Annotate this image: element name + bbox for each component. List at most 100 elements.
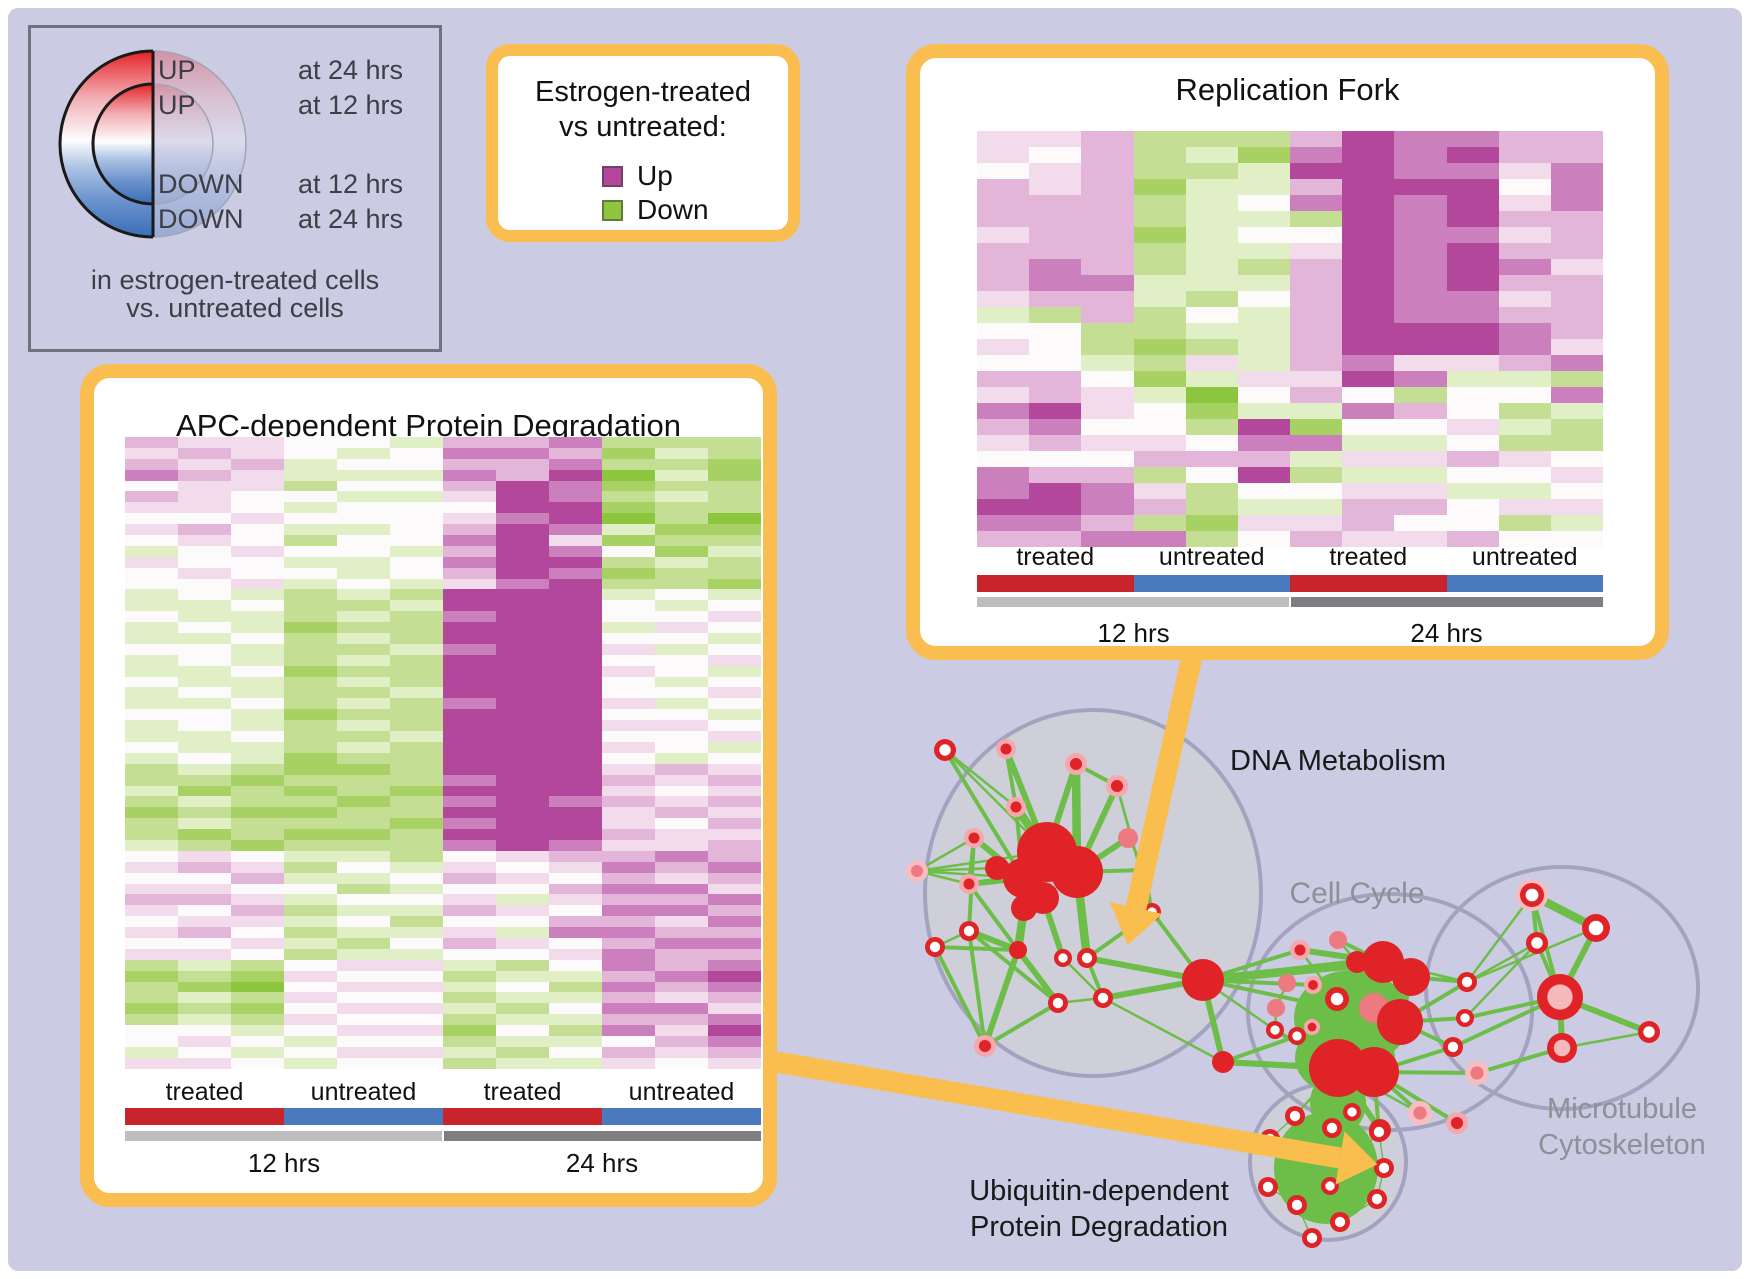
heatmap-cell bbox=[231, 992, 284, 1004]
heatmap-cell bbox=[1081, 275, 1134, 291]
heatmap-cell bbox=[284, 665, 337, 677]
heatmap-cell bbox=[1185, 243, 1238, 259]
heatmap-row bbox=[125, 1014, 761, 1026]
heatmap-row bbox=[125, 861, 761, 873]
heatmap-cell bbox=[443, 491, 496, 503]
heatmap-cell bbox=[1498, 499, 1551, 515]
heatmap-cell bbox=[337, 676, 390, 688]
heatmap-cell bbox=[125, 698, 178, 710]
heatmap-cell bbox=[284, 458, 337, 470]
color-key-label: Up bbox=[637, 160, 673, 191]
heatmap-cell bbox=[655, 839, 708, 851]
heatmap-cell bbox=[178, 513, 231, 525]
heatmap-cell bbox=[390, 992, 443, 1004]
up-down-color-key: Estrogen-treated vs untreated: Up Down bbox=[486, 44, 800, 242]
heatmap-cell bbox=[284, 556, 337, 568]
heatmap-cell bbox=[1498, 307, 1551, 323]
heatmap-cell bbox=[496, 1046, 549, 1058]
heatmap-cell bbox=[390, 741, 443, 753]
heatmap-cell bbox=[1498, 259, 1551, 275]
heatmap-cell bbox=[125, 589, 178, 601]
heatmap-cell bbox=[1237, 355, 1291, 371]
heatmap-cell bbox=[549, 611, 602, 623]
heatmap-cell bbox=[708, 752, 761, 764]
heatmap-cell bbox=[125, 839, 178, 851]
heatmap-cell bbox=[1342, 163, 1395, 179]
heatmap-row bbox=[977, 499, 1604, 515]
heatmap-cell bbox=[1394, 227, 1447, 243]
heatmap-cell bbox=[1029, 243, 1082, 259]
heatmap-cell bbox=[1446, 531, 1499, 547]
heatmap-cell bbox=[1081, 131, 1134, 147]
heatmap-row bbox=[125, 872, 761, 884]
heatmap-cell bbox=[1290, 387, 1343, 403]
heatmap-cell bbox=[231, 872, 284, 884]
apc-treatment-labels: treated untreated treated untreated bbox=[125, 1078, 761, 1107]
heatmap-cell bbox=[1185, 483, 1238, 499]
heatmap-cell bbox=[1081, 371, 1134, 387]
heatmap-cell bbox=[1237, 259, 1291, 275]
heatmap-cell bbox=[284, 480, 337, 492]
heatmap-cell bbox=[125, 927, 178, 938]
treatment-group-bar bbox=[284, 1108, 443, 1125]
heatmap-cell bbox=[284, 437, 337, 448]
heatmap-cell bbox=[708, 959, 761, 971]
heatmap-cell bbox=[977, 275, 1030, 291]
heatmap-cell bbox=[496, 1035, 549, 1047]
treatment-group-bar bbox=[125, 1108, 284, 1125]
heatmap-cell bbox=[178, 480, 231, 492]
heatmap-cell bbox=[708, 741, 761, 753]
heatmap-cell bbox=[1133, 211, 1186, 227]
heatmap-cell bbox=[443, 720, 496, 732]
heatmap-cell bbox=[708, 447, 761, 459]
heatmap-cell bbox=[1498, 291, 1551, 307]
heatmap-cell bbox=[1029, 387, 1082, 403]
heatmap-cell bbox=[602, 861, 655, 873]
heatmap-cell bbox=[549, 513, 602, 525]
heatmap-cell bbox=[337, 545, 390, 557]
heatmap-cell bbox=[337, 850, 390, 862]
heatmap-cell bbox=[178, 643, 231, 655]
heatmap-cell bbox=[602, 545, 655, 557]
heatmap-cell bbox=[231, 1014, 284, 1026]
heatmap-cell bbox=[231, 894, 284, 906]
heatmap-cell bbox=[125, 600, 178, 612]
heatmap-cell bbox=[1342, 323, 1395, 339]
treatment-group-bar bbox=[443, 1108, 602, 1125]
heatmap-cell bbox=[1342, 483, 1395, 499]
heatmap-cell bbox=[1290, 371, 1343, 387]
heatmap-cell bbox=[1029, 451, 1082, 467]
heatmap-row bbox=[125, 796, 761, 808]
heatmap-cell bbox=[337, 480, 390, 492]
heatmap-cell bbox=[390, 731, 443, 742]
heatmap-cell bbox=[284, 600, 337, 612]
heatmap-cell bbox=[284, 927, 337, 938]
heatmap-cell bbox=[1133, 275, 1186, 291]
heatmap-cell bbox=[125, 872, 178, 884]
heatmap-cell bbox=[708, 524, 761, 536]
heatmap-cell bbox=[708, 774, 761, 786]
heatmap-cell bbox=[178, 937, 231, 949]
heatmap-cell bbox=[443, 611, 496, 623]
heatmap-cell bbox=[337, 741, 390, 753]
heatmap-cell bbox=[178, 894, 231, 906]
heatmap-cell bbox=[655, 850, 708, 862]
heatmap-cell bbox=[178, 469, 231, 481]
apc-heatmap bbox=[125, 437, 761, 1069]
heatmap-cell bbox=[602, 513, 655, 525]
heatmap-cell bbox=[1237, 467, 1291, 483]
heatmap-row bbox=[125, 469, 761, 481]
heatmap-cell bbox=[1498, 467, 1551, 483]
heatmap-cell bbox=[178, 818, 231, 830]
heatmap-cell bbox=[337, 622, 390, 634]
rf-panel-title: Replication Fork bbox=[1175, 72, 1400, 107]
time-bar bbox=[125, 1131, 442, 1141]
heatmap-cell bbox=[549, 1014, 602, 1026]
heatmap-cell bbox=[1290, 243, 1343, 259]
heatmap-cell bbox=[602, 763, 655, 775]
heatmap-cell bbox=[655, 861, 708, 873]
heatmap-cell bbox=[390, 589, 443, 601]
heatmap-row bbox=[125, 731, 761, 742]
heatmap-cell bbox=[655, 643, 708, 655]
heatmap-cell bbox=[178, 959, 231, 971]
